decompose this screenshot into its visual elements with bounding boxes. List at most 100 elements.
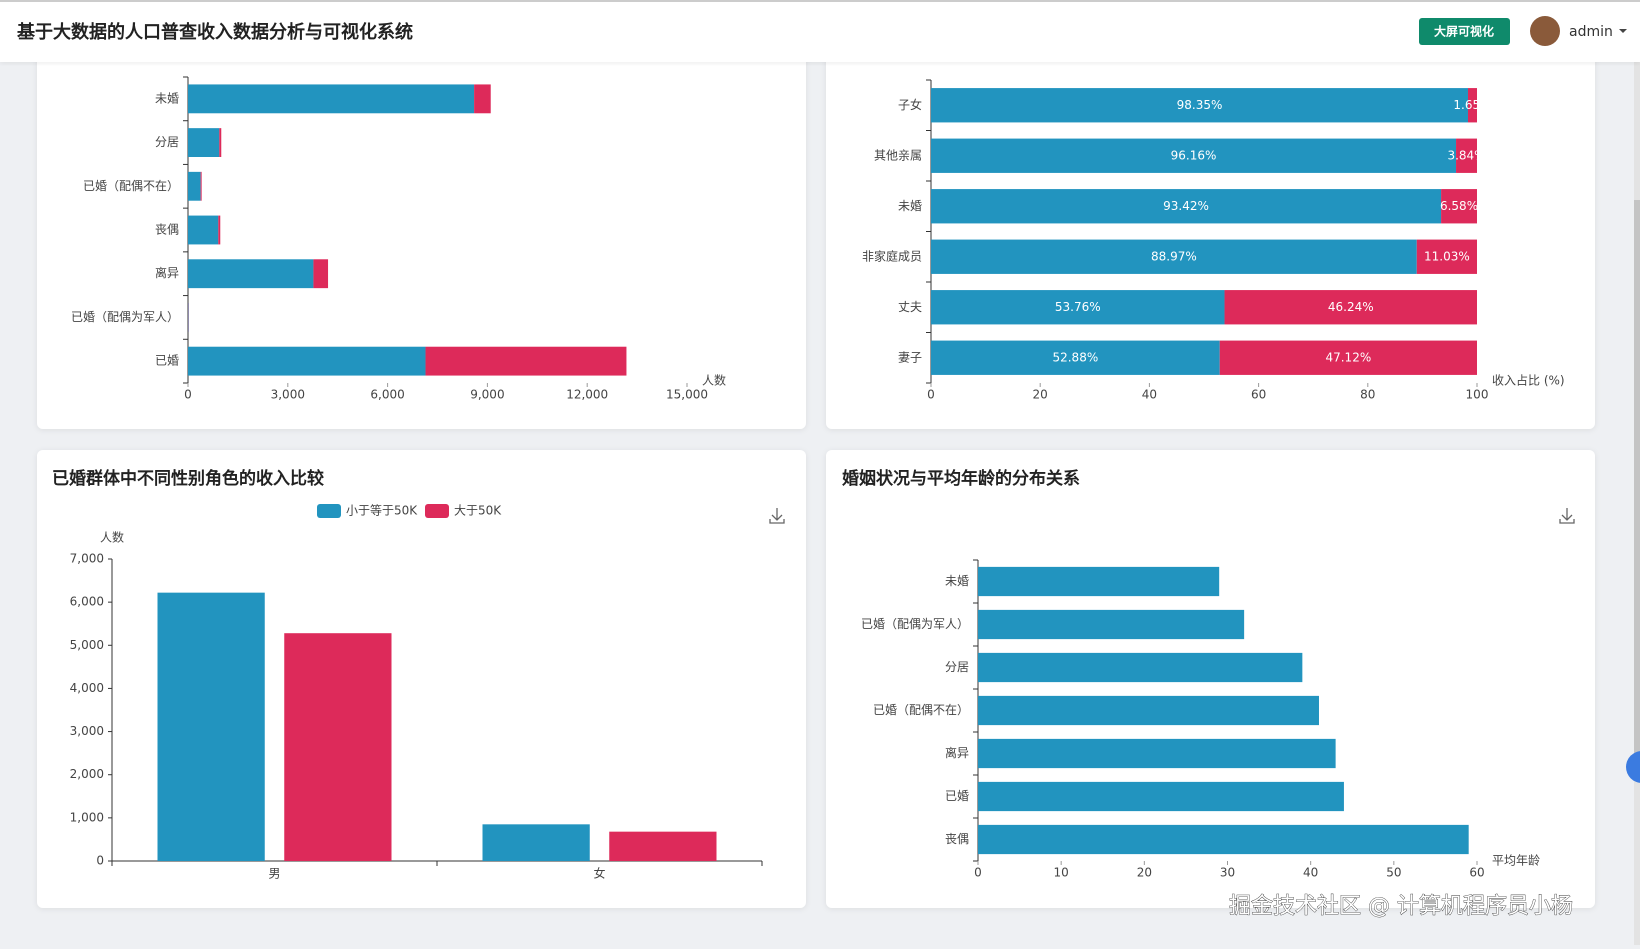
bar (483, 824, 590, 861)
y-tick-label: 2,000 (70, 767, 104, 781)
screen-button[interactable]: 大屏可视化 (1419, 18, 1510, 45)
bar (609, 832, 716, 861)
bar (219, 128, 221, 157)
value-label: 46.24% (1328, 300, 1374, 314)
avatar[interactable] (1530, 16, 1560, 46)
header-border (0, 0, 1640, 2)
bar (978, 696, 1319, 725)
y-tick-label: 3,000 (70, 724, 104, 738)
bar (313, 259, 328, 288)
x-tick-label: 6,000 (370, 388, 404, 402)
y-tick-label: 其他亲属 (874, 148, 922, 162)
value-label: 98.35% (1177, 98, 1223, 112)
bar (978, 653, 1302, 682)
y-tick-label: 丈夫 (898, 300, 922, 314)
x-tick-label: 0 (974, 866, 982, 880)
value-label: 11.03% (1424, 249, 1470, 263)
bar (218, 216, 220, 245)
bar (188, 259, 313, 288)
bar (978, 825, 1469, 854)
y-tick-label: 0 (96, 854, 104, 868)
value-label: 6.58% (1440, 199, 1478, 213)
x-tick-label: 80 (1360, 388, 1375, 402)
y-tick-label: 子女 (898, 97, 922, 112)
x-tick-label: 10 (1054, 866, 1069, 880)
value-label: 96.16% (1171, 148, 1217, 162)
chart-title: 婚姻状况与平均年龄的分布关系 (842, 468, 1080, 489)
x-tick-label: 0 (184, 388, 192, 402)
x-axis-name: 平均年龄 (1492, 854, 1540, 868)
chart-title: 已婚群体中不同性别角色的收入比较 (52, 468, 324, 489)
y-tick-label: 6,000 (70, 595, 104, 609)
x-axis-name: 收入占比 (%) (1492, 373, 1565, 388)
y-tick-label: 未婚 (945, 574, 969, 588)
y-tick-label: 非家庭成员 (862, 248, 922, 263)
y-tick-label: 7,000 (70, 552, 104, 566)
legend-swatch (425, 504, 449, 518)
y-tick-label: 已婚（配偶为军人） (861, 617, 969, 631)
bar (188, 347, 426, 376)
y-tick-label: 丧偶 (945, 832, 969, 846)
bar (188, 84, 474, 113)
x-tick-label: 40 (1142, 388, 1157, 402)
x-tick-label: 男 (268, 867, 280, 881)
y-tick-label: 离异 (945, 745, 969, 760)
bar (978, 782, 1344, 811)
y-tick-label: 离异 (155, 265, 179, 280)
bar (474, 84, 491, 113)
y-tick-label: 5,000 (70, 638, 104, 652)
y-tick-label: 已婚（配偶不在） (83, 179, 179, 193)
x-tick-label: 50 (1386, 866, 1401, 880)
y-tick-label: 已婚（配偶为军人） (71, 310, 179, 324)
button-label[interactable]: 大屏可视化 (1434, 24, 1494, 39)
y-tick-label: 未婚 (155, 91, 179, 105)
bar (158, 593, 265, 861)
y-axis-name: 人数 (100, 530, 124, 545)
value-label: 93.42% (1163, 199, 1209, 213)
bar (426, 347, 627, 376)
y-tick-label: 妻子 (898, 350, 922, 364)
x-axis-name: 人数 (702, 373, 726, 388)
legend-swatch (317, 504, 341, 518)
value-label: 88.97% (1151, 249, 1197, 263)
user-name[interactable]: admin (1569, 24, 1613, 40)
bar (978, 610, 1244, 639)
bar (978, 739, 1336, 768)
value-label: 3.84% (1447, 148, 1485, 162)
app-title: 基于大数据的人口普查收入数据分析与可视化系统 (16, 21, 413, 43)
x-tick-label: 20 (1137, 866, 1152, 880)
bar (188, 128, 219, 157)
value-label: 52.88% (1052, 350, 1098, 364)
x-tick-label: 20 (1033, 388, 1048, 402)
x-tick-label: 15,000 (666, 388, 708, 402)
x-tick-label: 60 (1469, 866, 1484, 880)
side-toggle[interactable] (1626, 751, 1640, 783)
y-tick-label: 已婚 (155, 354, 179, 368)
x-tick-label: 60 (1251, 388, 1266, 402)
x-tick-label: 12,000 (566, 388, 608, 402)
bar (188, 172, 201, 201)
bar (978, 567, 1219, 596)
x-tick-label: 女 (593, 866, 605, 881)
legend-label: 小于等于50K (346, 504, 418, 518)
x-tick-label: 9,000 (470, 388, 504, 402)
y-tick-label: 分居 (155, 135, 179, 149)
bar (188, 216, 218, 245)
y-tick-label: 丧偶 (155, 223, 179, 237)
y-tick-label: 未婚 (898, 199, 922, 213)
bar (284, 633, 391, 861)
x-tick-label: 40 (1303, 866, 1318, 880)
value-label: 53.76% (1055, 300, 1101, 314)
x-tick-label: 30 (1220, 866, 1235, 880)
watermark: 掘金技术社区 @ 计算机程序员小杨 (1229, 894, 1573, 919)
legend-label: 大于50K (454, 504, 502, 518)
bar (201, 172, 202, 201)
y-tick-label: 1,000 (70, 810, 104, 824)
value-label: 47.12% (1325, 350, 1371, 364)
y-tick-label: 已婚 (945, 789, 969, 803)
y-tick-label: 已婚（配偶不在） (873, 703, 969, 717)
scroll-thumb[interactable] (1634, 200, 1640, 760)
x-tick-label: 100 (1466, 388, 1489, 402)
y-tick-label: 4,000 (70, 681, 104, 695)
